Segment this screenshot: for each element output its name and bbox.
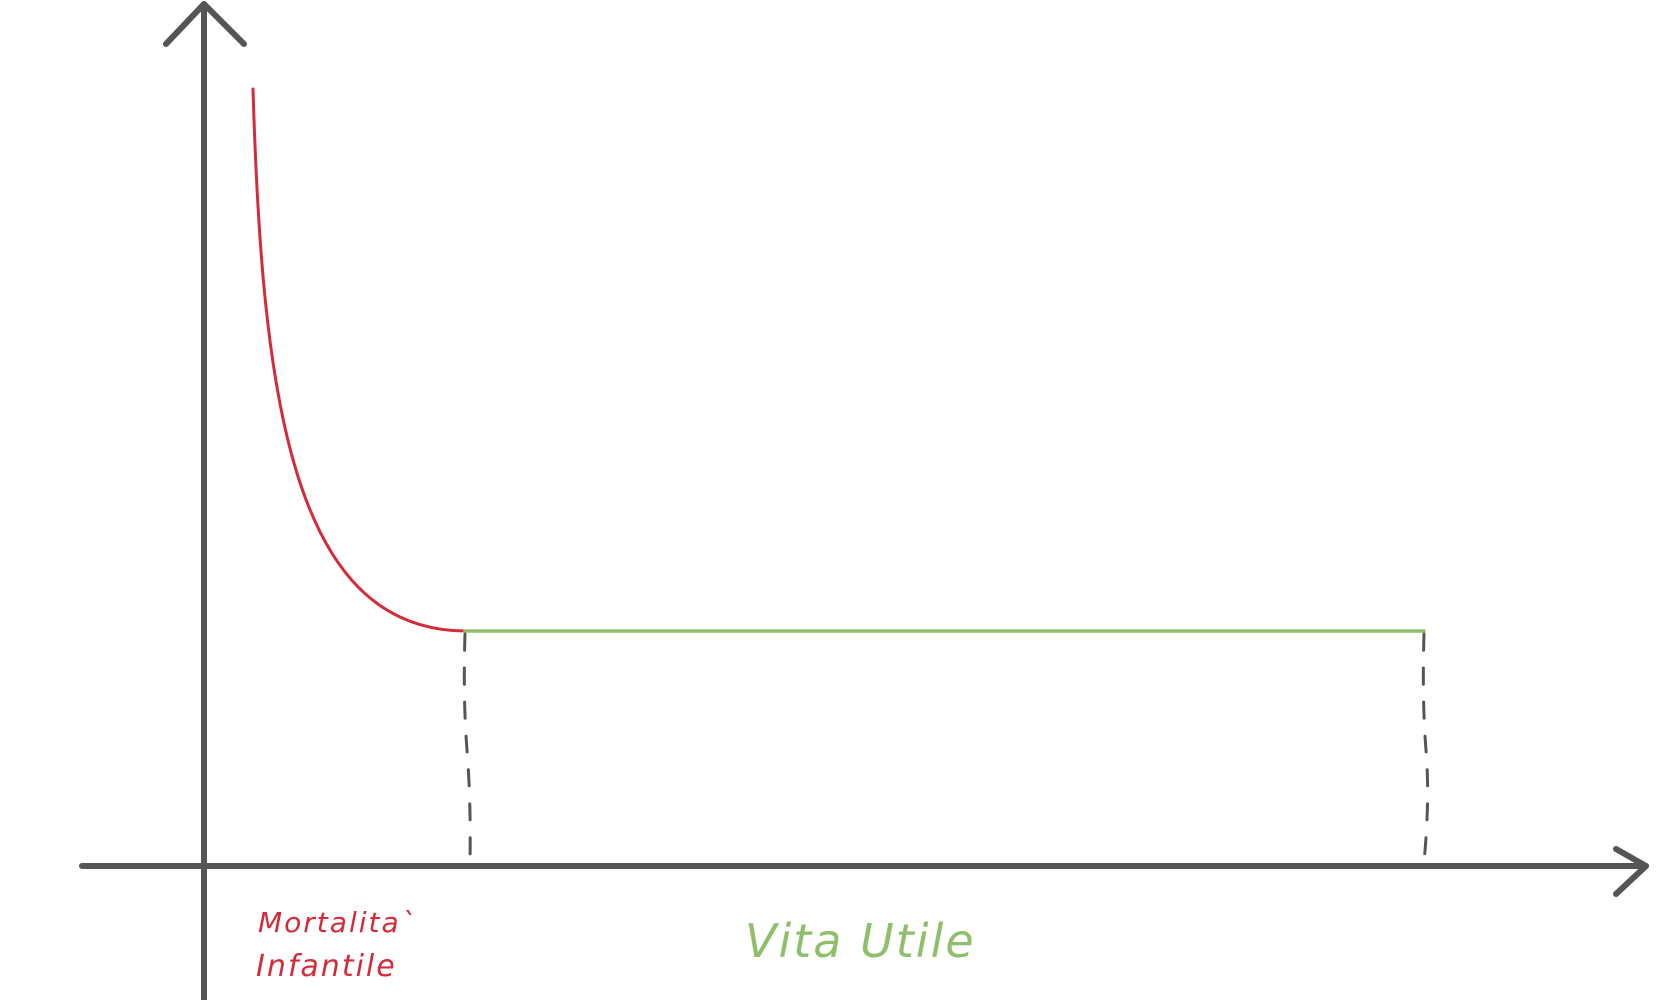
infant-mortality-end-marker <box>462 632 472 864</box>
infant-mortality-label-line2: Infantile <box>256 949 397 984</box>
x-axis-arrowhead <box>1613 846 1649 897</box>
infant-mortality-curve <box>251 87 467 633</box>
useful-life-label: Vita Utile <box>745 914 976 968</box>
useful-life-end-marker <box>1421 632 1430 864</box>
y-axis-arrowhead <box>163 1 247 47</box>
infant-mortality-label-line1: Mortalita` <box>258 906 417 939</box>
